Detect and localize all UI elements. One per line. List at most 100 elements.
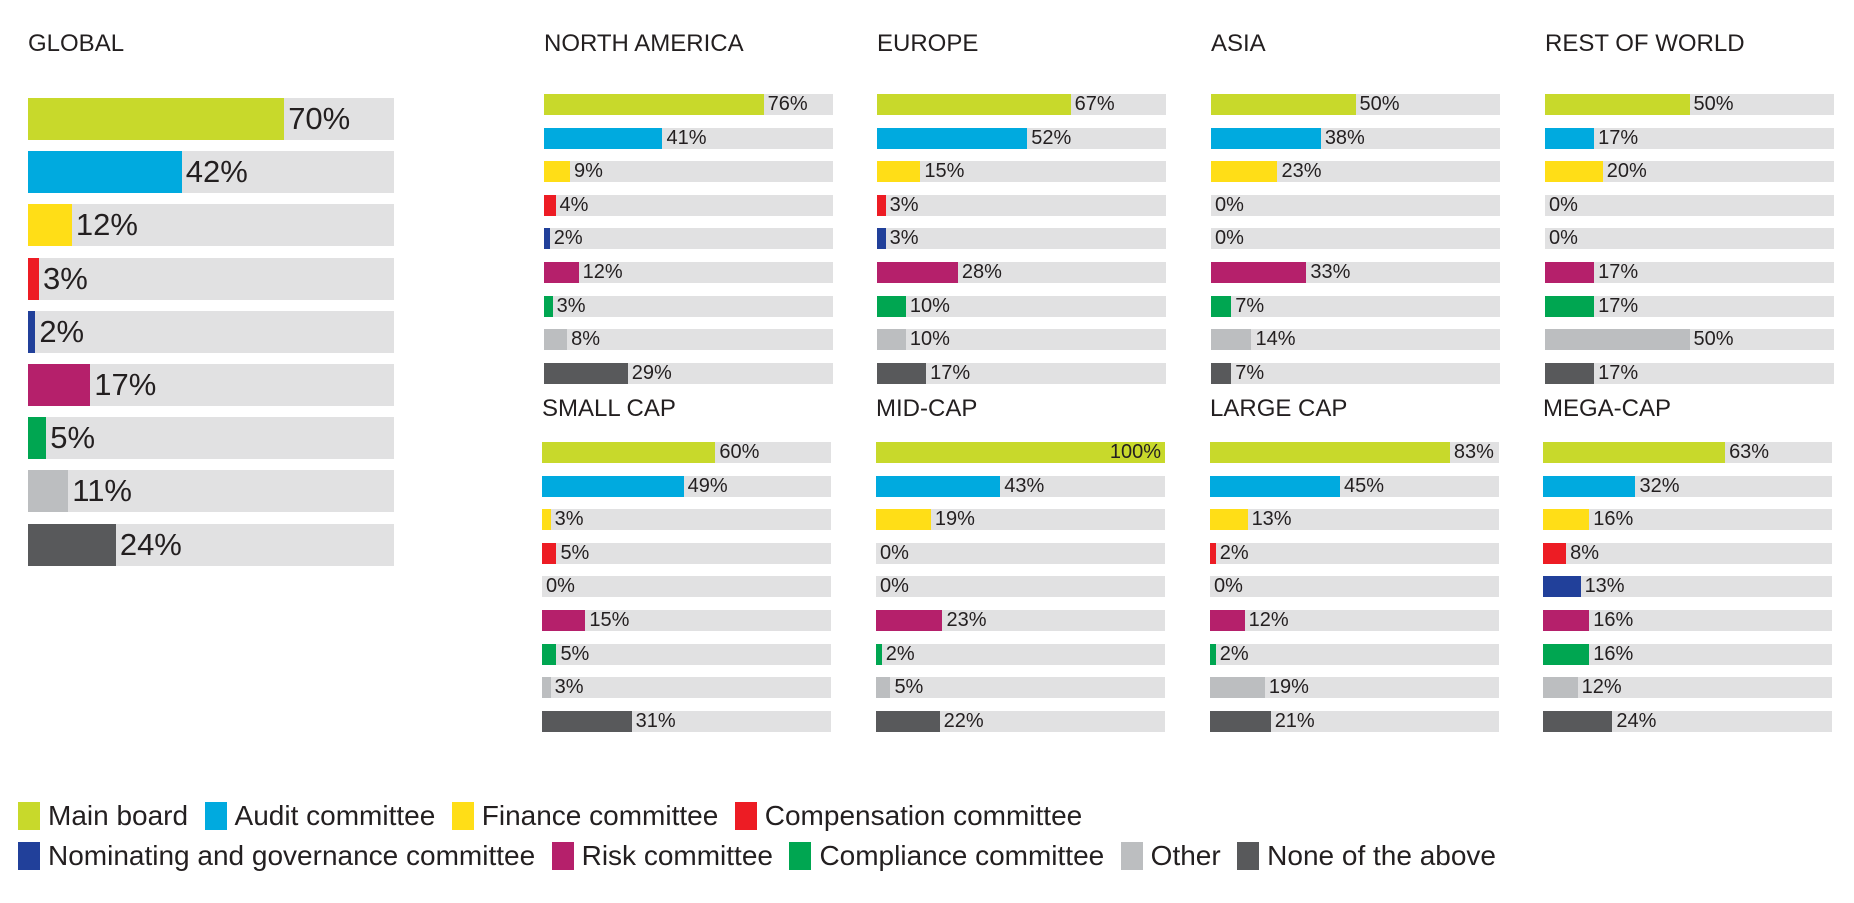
data-label: 7% (1235, 294, 1265, 317)
bar (877, 362, 927, 384)
bar (544, 228, 550, 250)
bar-row: 2% (544, 228, 833, 250)
data-label: 38% (1324, 126, 1365, 149)
bar-track (1210, 643, 1499, 665)
bar-row: 38% (1211, 126, 1500, 149)
legend-swatch (204, 802, 227, 830)
bar (544, 161, 570, 183)
bar (544, 194, 556, 216)
data-label: 43% (1004, 474, 1045, 497)
data-label: 31% (635, 709, 676, 732)
chart-area: GLOBAL 70% 42% 12% 3% 2% 17% 5% 11% 24% NORTH AMER… (28, 30, 1834, 744)
data-label: 8% (1570, 541, 1600, 564)
chart-panel-global: GLOBAL 70% 42% 12% 3% 2% 17% 5% 11% 24% (28, 30, 394, 577)
bar-track (542, 576, 831, 598)
data-label: 32% (1639, 474, 1680, 497)
bar-track (28, 470, 394, 513)
legend-item-compliance-committee: Compliance committee (789, 840, 1104, 872)
bar-row: 31% (542, 709, 831, 732)
bar (1543, 576, 1581, 598)
bar-track (877, 228, 1166, 250)
bar-row: 14% (1211, 329, 1500, 351)
data-label: 0% (1215, 227, 1244, 250)
data-label: 3% (554, 676, 584, 699)
bar (28, 417, 47, 460)
legend-swatch (18, 802, 40, 830)
data-label: 0% (1549, 193, 1578, 216)
data-label: 0% (880, 575, 909, 598)
bar (1543, 509, 1590, 531)
bar (876, 677, 891, 699)
data-label: 22% (943, 709, 984, 732)
bar-track (542, 610, 831, 631)
bar-track (877, 161, 1166, 183)
bar-track (1210, 677, 1499, 699)
bar-row: 2% (1210, 643, 1499, 665)
bar (544, 262, 579, 283)
data-label: 2% (1219, 541, 1249, 564)
bar-track (1545, 228, 1834, 250)
data-label: 60% (719, 441, 760, 463)
bar-row: 3% (877, 194, 1166, 216)
bar-row: 12% (1543, 677, 1832, 699)
legend-swatch (734, 802, 757, 830)
bar (28, 310, 36, 353)
bar (1210, 677, 1265, 699)
data-label: 17% (1598, 261, 1639, 283)
data-label: 19% (1268, 676, 1309, 699)
bar-row: 16% (1543, 508, 1832, 531)
bar-row: 19% (876, 509, 1165, 531)
bar-row: 0% (1211, 194, 1500, 216)
bar (1211, 295, 1232, 317)
bar (1543, 710, 1613, 732)
legend-swatch (18, 842, 40, 870)
bar-row: 15% (877, 161, 1166, 183)
bar-row: 16% (1543, 643, 1832, 665)
bar-track (1543, 677, 1832, 699)
panel-title: LARGE CAP (1210, 395, 1348, 422)
bar-row: 76% (544, 94, 833, 115)
bar (877, 127, 1028, 149)
bar-row: 29% (544, 362, 833, 384)
bar (1210, 509, 1248, 531)
data-label: 33% (1310, 261, 1351, 283)
bar-row: 10% (877, 295, 1166, 317)
bar-row: 7% (1211, 294, 1500, 317)
bar-track (877, 362, 1166, 384)
legend-label: Risk committee (581, 840, 773, 871)
data-label: 3% (556, 294, 586, 317)
bar-row: 17% (28, 364, 394, 406)
bar (1210, 643, 1216, 665)
bar-row: 17% (1545, 262, 1834, 283)
bar-row: 100% (876, 442, 1165, 463)
data-label: 17% (930, 361, 971, 384)
bar-row: 0% (876, 542, 1165, 564)
bar-track (1543, 576, 1832, 598)
legend-label: Audit committee (234, 800, 436, 831)
legend-label: Main board (48, 800, 189, 831)
bar (876, 643, 882, 665)
data-label: 3% (42, 260, 88, 296)
panel-title: MEGA-CAP (1543, 395, 1672, 422)
bar-row: 22% (876, 709, 1165, 732)
bar-row: 3% (542, 676, 831, 699)
legend-item-none-of-the-above: None of the above (1237, 840, 1496, 872)
chart-panel-large-cap: LARGE CAP 83% 45% 13% 2% 0% 12% 2% 19% 21% (1210, 395, 1499, 744)
data-label: 28% (961, 261, 1002, 283)
chart-panel-small-cap: SMALL CAP 60% 49% 3% 5% 0% 15% 5% 3% 31% (542, 395, 831, 744)
data-label: 16% (1593, 508, 1634, 531)
bar-track (877, 194, 1166, 216)
bar-track (28, 204, 394, 247)
bar-row: 0% (1210, 576, 1499, 598)
legend-swatch (551, 842, 574, 870)
bar-row: 16% (1543, 610, 1832, 631)
bar (1543, 442, 1726, 463)
data-label: 20% (1606, 160, 1647, 183)
bar (1543, 475, 1636, 497)
data-label: 3% (554, 508, 584, 531)
legend-item-main-board: Main board (18, 800, 188, 832)
legend-swatch (1237, 842, 1260, 870)
bar-track (1543, 643, 1832, 665)
bar-track (876, 509, 1165, 531)
chart-panel-asia: ASIA 50% 38% 23% 0% 0% 33% 7% 14% 7% (1211, 30, 1500, 396)
